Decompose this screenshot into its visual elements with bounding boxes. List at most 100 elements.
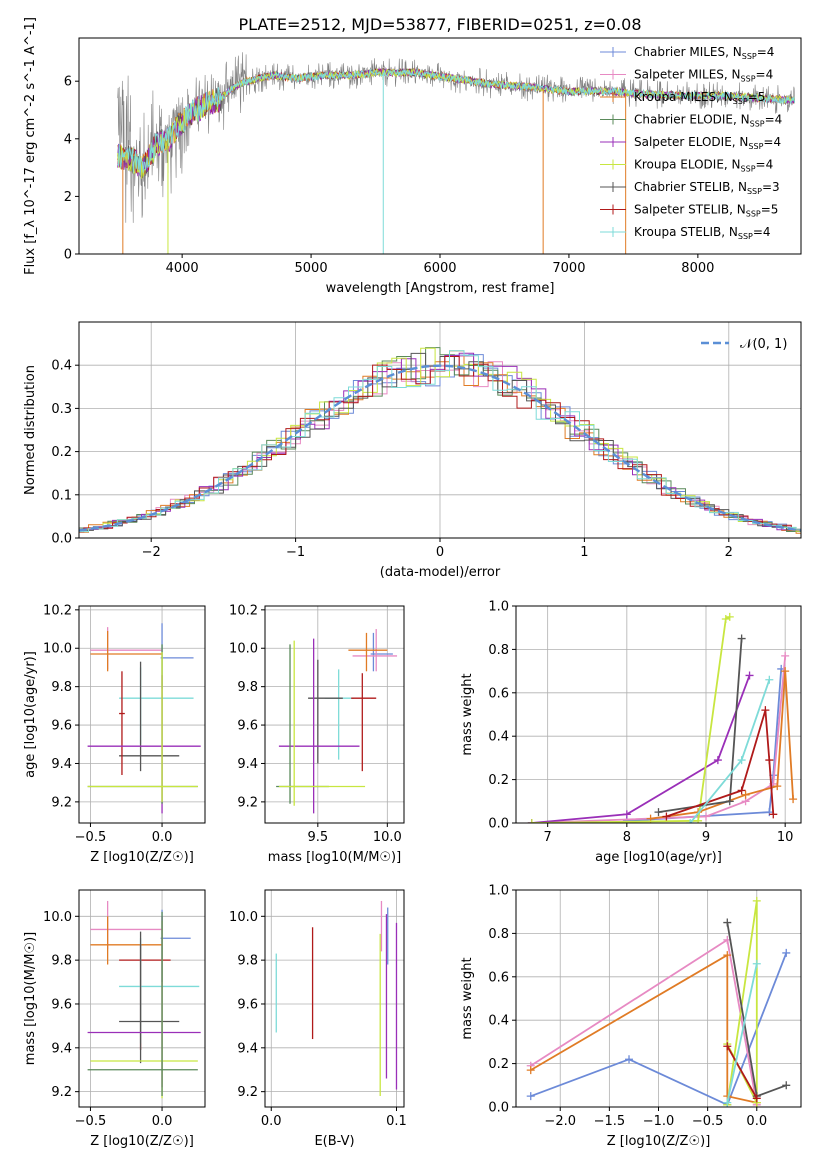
weight_vs_age-marker-salpeter_miles — [702, 812, 710, 821]
residuals-xtick-label: 0 — [436, 545, 444, 560]
mass_vs_Z-xtick-label: 0.0 — [152, 1114, 173, 1129]
spectrum-xlabel: wavelength [Angstrom, rest frame] — [326, 281, 555, 296]
weight_vs_age-ytick-label: 1.0 — [488, 600, 509, 615]
legend-label-salpeter_stelib: Salpeter STELIB, NSSP=5 — [634, 203, 778, 219]
mass_vs_ebv-xtick-label: 0.1 — [386, 1114, 407, 1129]
legend-label-salpeter_elodie: Salpeter ELODIE, NSSP=4 — [634, 135, 781, 151]
weight_vs_age-line-chabrier_stelib — [658, 638, 743, 813]
residuals-ytick-label: 0.1 — [51, 488, 72, 503]
weight_vs_Z-line-kroupa_stelib — [726, 963, 758, 1103]
mass_vs_ebv-ytick-label: 9.2 — [237, 1085, 258, 1100]
age_vs_Z-ylabel: age [log10(age/yr)] — [23, 651, 38, 778]
weight_vs_Z-marker-chabrier_miles — [782, 948, 791, 957]
age_vs_Z-xtick-label: −0.5 — [75, 830, 107, 845]
weight_vs_age-marker-kroupa_elodie — [694, 816, 703, 823]
weight_vs_age-marker-kroupa_stelib — [686, 819, 695, 823]
residuals-ytick-label: 0.2 — [51, 445, 72, 460]
weight_vs_Z-marker-chabrier_stelib — [723, 918, 732, 927]
weight_vs_Z-xlabel: Z [log10(Z/Z☉)] — [607, 1134, 711, 1149]
model-spectrum-kroupa_elodie — [117, 68, 796, 179]
weight_vs_Z-marker-chabrier_stelib — [782, 1081, 791, 1090]
mass_vs_Z-xlabel: Z [log10(Z/Z☉)] — [90, 1134, 194, 1149]
legend-label-chabrier_miles: Chabrier MILES, NSSP=4 — [634, 45, 774, 61]
histogram-kroupa_stelib — [79, 350, 801, 533]
spectrum-traces — [117, 52, 796, 254]
age_vs_mass-ytick-label: 9.8 — [237, 680, 258, 695]
weight_vs_Z-xtick-label: −0.5 — [692, 1114, 724, 1129]
mass_vs_ebv-ytick-label: 9.6 — [237, 997, 258, 1012]
age_vs_mass-ytick-label: 9.6 — [237, 719, 258, 734]
weight_vs_Z-ytick-label: 0.6 — [488, 970, 509, 985]
residuals-ytick-label: 0.0 — [51, 532, 72, 547]
weight_vs_age-marker-kroupa_stelib — [765, 675, 774, 684]
weight_vs_Z-line-kroupa_miles — [530, 953, 757, 1104]
age_vs_mass-xtick-label: 10.0 — [373, 830, 402, 845]
weight_vs_age-ytick-label: 0.0 — [488, 817, 509, 832]
mass_vs_Z-ytick-label: 9.4 — [51, 1041, 72, 1056]
age_vs_mass-ytick-label: 10.2 — [229, 603, 258, 618]
figure-title: PLATE=2512, MJD=53877, FIBERID=0251, z=0… — [238, 15, 641, 34]
age_vs_mass-xtick-label: 9.5 — [307, 830, 328, 845]
weight_vs_age-ylabel: mass weight — [460, 673, 475, 755]
mass_vs_Z-ytick-label: 9.8 — [51, 954, 72, 969]
legend-normal-label: 𝒩(0, 1) — [740, 337, 787, 352]
weight_vs_Z-ylabel: mass weight — [460, 957, 475, 1039]
age_vs_Z-ytick-label: 10.2 — [43, 603, 72, 618]
weight_vs_Z-marker-kroupa_stelib — [752, 959, 761, 968]
weight_vs_age-xtick-label: 7 — [544, 830, 552, 845]
weight_vs_age-marker-chabrier_stelib — [725, 797, 734, 806]
legend-label-chabrier_elodie: Chabrier ELODIE, NSSP=4 — [634, 113, 782, 129]
spectrum-ytick-label: 4 — [64, 132, 72, 147]
mass-vs-ebv-bars — [275, 900, 398, 1097]
weight_vs_age-marker-salpeter_stelib — [761, 706, 770, 715]
residuals-xtick-label: −2 — [142, 545, 161, 560]
mass_vs_ebv-xlabel: E(B-V) — [314, 1134, 354, 1149]
weight_vs_Z-xtick-label: −1.0 — [643, 1114, 675, 1129]
weight_vs_age-xlabel: age [log10(age/yr)] — [595, 850, 722, 865]
weight_vs_Z-series — [526, 896, 791, 1107]
weight_vs_age-xtick-label: 9 — [702, 830, 710, 845]
weight_vs_age-ytick-label: 0.8 — [488, 643, 509, 658]
legend-label-salpeter_miles: Salpeter MILES, NSSP=4 — [634, 68, 773, 84]
legend-label-kroupa_stelib: Kroupa STELIB, NSSP=4 — [634, 225, 771, 241]
age_vs_Z-xtick-label: 0.0 — [152, 830, 173, 845]
legend-label-chabrier_stelib: Chabrier STELIB, NSSP=3 — [634, 180, 780, 196]
spectrum-xtick-label: 5000 — [295, 261, 328, 276]
weight_vs_Z-line-salpeter_miles — [530, 938, 758, 1105]
model-spectrum-kroupa_stelib — [117, 67, 796, 176]
weight_vs_Z-ytick-label: 0.0 — [488, 1101, 509, 1116]
spectrum-xtick-label: 8000 — [681, 261, 714, 276]
weight_vs_Z-xtick-label: −2.0 — [544, 1114, 576, 1129]
residuals-xlabel: (data-model)/error — [380, 565, 501, 580]
legend-label-kroupa_elodie: Kroupa ELODIE, NSSP=4 — [634, 158, 773, 174]
weight_vs_age-ytick-label: 0.2 — [488, 773, 509, 788]
normal-curve — [79, 364, 801, 532]
mass_vs_Z-ytick-label: 10.0 — [43, 910, 72, 925]
spectrum-ytick-label: 0 — [64, 248, 72, 263]
weight_vs_age-marker-salpeter_elodie — [745, 671, 754, 680]
weight_vs_age-marker-chabrier_stelib — [737, 634, 746, 643]
spectrum-ytick-label: 6 — [64, 75, 72, 90]
mass_vs_Z-xtick-label: −0.5 — [75, 1114, 107, 1129]
weight_vs_Z-marker-salpeter_stelib — [723, 1042, 732, 1051]
age_vs_mass-ytick-label: 10.0 — [229, 642, 258, 657]
weight_vs_age-marker-salpeter_stelib — [737, 786, 746, 795]
weight_vs_age-frame — [515, 605, 802, 824]
residuals-ytick-label: 0.4 — [51, 359, 72, 374]
mass_vs_Z-ytick-label: 9.6 — [51, 997, 72, 1012]
age_vs_Z-ytick-label: 9.2 — [51, 795, 72, 810]
age_vs_Z-ytick-label: 9.6 — [51, 719, 72, 734]
legend-label-kroupa_miles: Kroupa MILES, NSSP=5 — [634, 90, 765, 106]
residuals-ylabel: Normed distribution — [23, 365, 38, 495]
mass_vs_Z-ytick-label: 9.2 — [51, 1085, 72, 1100]
weight_vs_Z-marker-kroupa_elodie — [752, 896, 761, 905]
weight_vs_age-marker-kroupa_stelib — [737, 756, 746, 765]
weight_vs_Z-marker-kroupa_stelib — [723, 1098, 732, 1107]
residuals-xtick-label: 2 — [725, 545, 733, 560]
weight_vs_age-ytick-label: 0.4 — [488, 730, 509, 745]
weight_vs_Z-marker-kroupa_miles — [723, 951, 732, 960]
weight_vs_age-line-salpeter_stelib — [666, 709, 775, 818]
weight_vs_age-marker-salpeter_elodie — [713, 756, 722, 765]
mass_vs_ebv-ytick-label: 10.0 — [229, 910, 258, 925]
weight_vs_age-marker-kroupa_miles — [781, 667, 790, 676]
